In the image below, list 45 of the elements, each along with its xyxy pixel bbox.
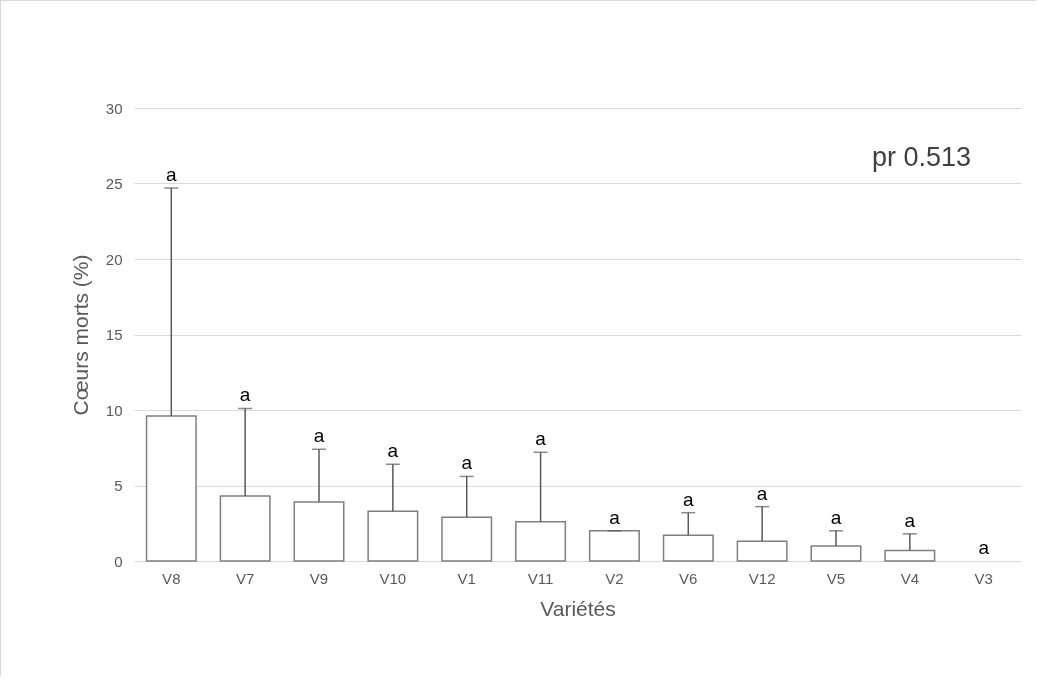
y-tick-label: 0 [114,552,123,570]
annotation: a [756,482,768,504]
bar [293,501,345,562]
x-tick-label: V3 [974,569,993,587]
y-tick-label: 15 [105,326,123,343]
x-tick-label: V4 [900,569,920,587]
annotation: a [313,425,325,447]
bar [145,415,197,562]
x-tick-label: V8 [162,569,181,587]
x-tick-label: V1 [457,569,476,587]
x-tick-label: V2 [605,569,624,587]
x-tick-label: V6 [679,569,698,587]
x-tick-label: V11 [527,569,554,587]
annotation: a [535,428,547,450]
y-axis-title: Cœurs morts (%) [68,254,92,416]
annotation: a [609,506,621,528]
annotation: a [166,164,178,186]
bar [662,534,714,562]
x-tick-label: V7 [235,569,255,587]
bar [810,545,862,562]
bar [736,540,788,562]
y-tick-label: 20 [105,250,123,268]
x-tick-label: V5 [826,569,846,587]
x-axis-title: Variétés [540,596,616,620]
annotation: pr 0.513 [871,142,971,172]
annotation: a [682,488,694,510]
x-tick-label: V10 [379,569,407,587]
bar [367,510,419,562]
x-tick-label: V9 [309,569,329,587]
y-tick-label: 25 [105,175,123,192]
annotation: a [978,537,990,558]
bar [441,516,493,562]
annotation: a [461,452,473,474]
annotation: a [239,384,251,406]
y-tick-label: 30 [105,99,123,117]
bar [588,530,640,562]
bar [884,549,936,562]
bar [515,520,567,562]
x-tick-label: V12 [748,569,776,587]
annotation: a [387,440,399,462]
bar [219,495,271,562]
annotation: a [830,506,842,528]
y-tick-label: 5 [114,477,123,494]
y-tick-label: 10 [105,401,123,419]
annotation: a [904,509,916,531]
